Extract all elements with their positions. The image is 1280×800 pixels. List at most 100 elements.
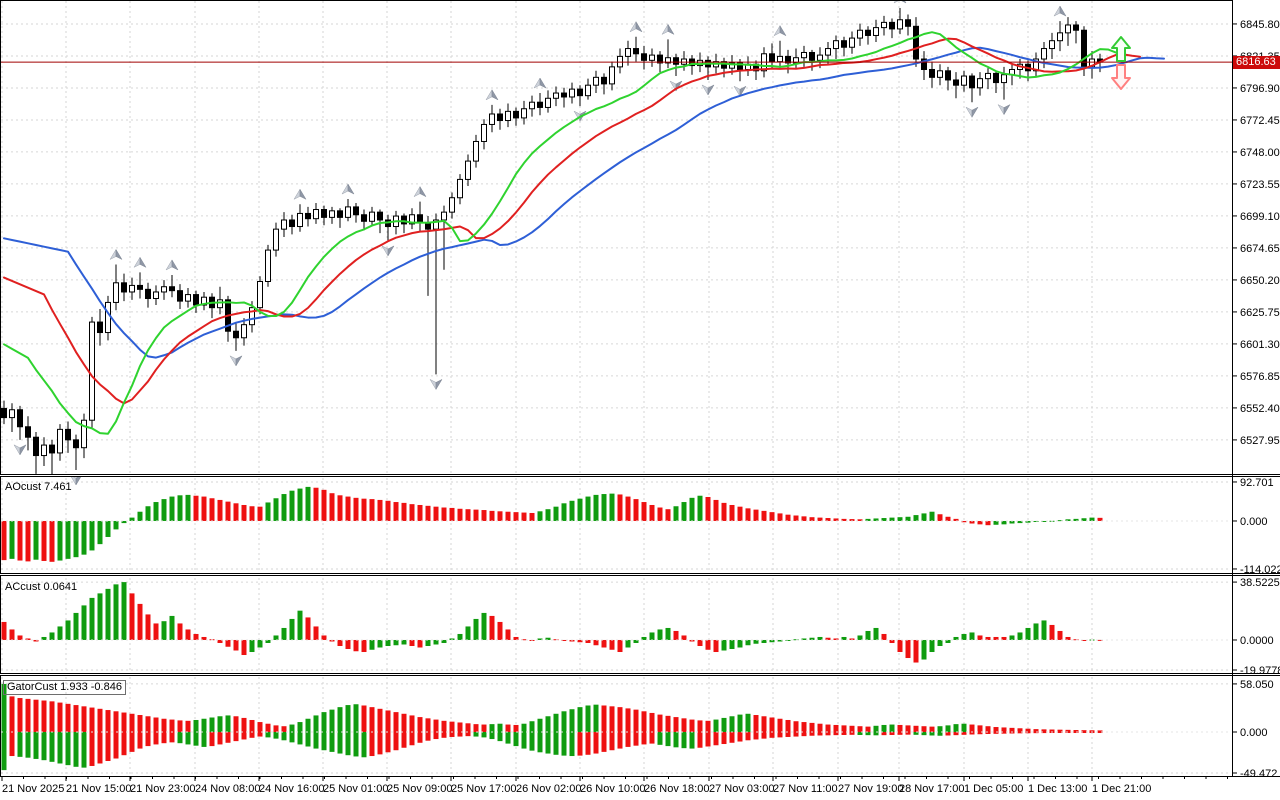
fractal-down-icon	[435, 378, 443, 391]
candle-body	[249, 307, 255, 326]
gator-upper-bar	[753, 715, 759, 733]
panel-frames	[0, 0, 1280, 777]
gator-lower-bar	[977, 732, 983, 735]
ao-bar	[369, 499, 375, 521]
fractal-up-icon	[539, 77, 547, 89]
ac-bar	[1097, 639, 1103, 641]
ao-bar	[513, 512, 519, 521]
candle-body	[57, 428, 63, 454]
scale-label: 6527.95	[1240, 435, 1280, 447]
candle-body	[81, 419, 87, 449]
gator-lower-bar	[569, 732, 575, 757]
candle-body	[481, 123, 487, 142]
candle-body	[609, 66, 615, 85]
ac-bar	[313, 626, 319, 640]
gator-upper-bar	[233, 716, 239, 733]
gator-lower-bar	[65, 732, 71, 766]
gator-lower-bar	[1097, 732, 1103, 734]
gator-upper-bar	[585, 705, 591, 733]
ac-bar	[825, 637, 831, 640]
ao-bar	[121, 520, 127, 524]
gator-lower-bar	[305, 732, 311, 747]
gator-upper-bar	[297, 722, 303, 733]
gator-lower-bar	[985, 732, 991, 734]
scale-label: 6576.85	[1240, 371, 1280, 383]
panel-separator	[0, 673, 1280, 676]
ac-bar	[337, 639, 343, 646]
gator-lower-bar	[881, 732, 887, 736]
candle-body	[881, 21, 887, 29]
ao-bar	[265, 502, 271, 521]
candle-body	[729, 62, 735, 69]
fractal-up-icon	[109, 248, 117, 261]
gator-lower-bar	[137, 732, 143, 749]
gator-lower-bar	[801, 732, 807, 737]
candle-body	[945, 70, 951, 81]
gator-upper-bar	[369, 707, 375, 733]
gator-lower-bar	[185, 732, 191, 745]
ac-bar	[41, 636, 47, 640]
ac-bar	[57, 626, 63, 640]
gator-lower-bar	[969, 732, 975, 735]
ac-bar	[105, 588, 111, 640]
gator-upper-bar	[409, 715, 415, 733]
ac-bar	[1057, 630, 1063, 640]
ao-bar	[329, 493, 335, 521]
ao-bar	[833, 518, 839, 521]
gator-lower-bar	[337, 732, 343, 754]
ao-bar	[921, 513, 927, 521]
ac-bar	[705, 639, 711, 650]
gator-lower-bar	[97, 732, 103, 764]
ac-bar	[377, 639, 383, 648]
candle-body	[785, 55, 791, 64]
gator-upper-bar	[649, 712, 655, 733]
ac-bar	[17, 635, 23, 640]
ao-bar	[1017, 520, 1023, 524]
ao-bar	[201, 496, 207, 521]
gator-lower-bar	[945, 732, 951, 736]
ao-bar	[673, 506, 679, 521]
gator-lower-bar	[465, 732, 471, 737]
ao-bar	[345, 496, 351, 521]
ao-bar	[721, 502, 727, 521]
ao-bar	[897, 517, 903, 521]
ac-bar	[585, 639, 591, 643]
scale-label: 6699.10	[1240, 211, 1280, 223]
candle-body	[193, 294, 199, 306]
gator-upper-bar	[425, 718, 431, 733]
candle-body	[265, 249, 271, 282]
ao-bar	[465, 509, 471, 521]
gator-upper-bar	[529, 721, 535, 733]
ao-bar	[161, 499, 167, 521]
gator-upper-bar	[1057, 729, 1063, 733]
ac-bar	[393, 639, 399, 646]
ao-bar	[249, 506, 255, 521]
ac-bar	[449, 638, 455, 640]
ao-bar	[9, 520, 15, 559]
candle-body	[665, 57, 671, 64]
ac-bar	[769, 639, 775, 643]
ac-bar	[385, 639, 391, 646]
ac-bar	[177, 623, 183, 640]
ac-bar	[265, 639, 271, 643]
gator-upper-bar	[721, 717, 727, 733]
ao-bar	[129, 517, 135, 521]
candle-body	[369, 211, 375, 222]
gator-upper-bar	[345, 705, 351, 733]
ao-bar	[913, 515, 919, 521]
ao-bar	[1001, 520, 1007, 525]
candle-body	[289, 219, 295, 228]
time-label: 21 Nov 2025	[2, 783, 64, 795]
candle-body	[569, 88, 575, 98]
gator-upper-bar	[1081, 730, 1087, 733]
fractal-down-icon	[429, 378, 437, 391]
gator-lower-bar	[1033, 732, 1039, 734]
gator-upper-bar	[801, 722, 807, 733]
panel-separator	[0, 474, 1280, 477]
ao-bar	[665, 509, 671, 521]
gator-upper-bar	[609, 706, 615, 733]
gator-lower-bar	[385, 732, 391, 753]
gator-upper-bar	[769, 717, 775, 733]
ac-bar	[713, 639, 719, 653]
